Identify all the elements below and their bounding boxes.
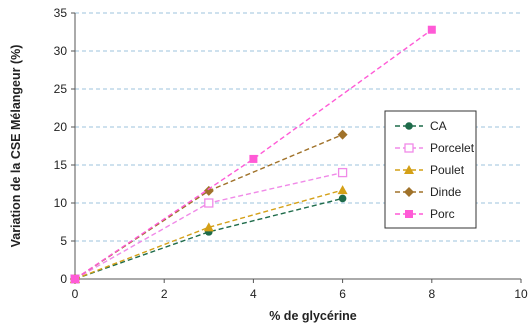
series-ca: [71, 194, 347, 283]
y-tick-label: 25: [54, 82, 68, 96]
y-tick-label: 30: [54, 44, 68, 58]
y-axis-title: Variation de la CSE Mélangeur (%): [9, 45, 23, 248]
legend-label-ca: CA: [430, 119, 447, 133]
x-tick-label: 4: [250, 287, 257, 301]
series-line-porc: [74, 29, 433, 280]
x-tick-label: 10: [514, 287, 528, 301]
tick-labels: 0 5 10 15 20 25 30 35 0 2 4 6 8 10: [54, 6, 528, 301]
legend-item-poulet: Poulet: [395, 163, 465, 177]
x-tick-label: 8: [428, 287, 435, 301]
legend-label-dinde: Dinde: [430, 185, 462, 199]
legend-porcelet-marker: [404, 143, 414, 153]
legend-item-porc: Porc: [395, 207, 455, 221]
legend-label-poulet: Poulet: [430, 163, 465, 177]
legend-item-dinde: Dinde: [395, 185, 462, 199]
series-dinde-marker: [203, 185, 214, 196]
legend-dinde-marker: [404, 187, 414, 197]
series-porcelet-marker: [204, 198, 214, 208]
series-poulet-marker: [203, 222, 214, 232]
legend-porc-marker: [405, 210, 413, 218]
x-axis-title: % de glycérine: [269, 309, 357, 323]
legend-item-ca: CA: [395, 119, 447, 133]
legend-label-porc: Porc: [430, 207, 455, 221]
x-tick-label: 6: [339, 287, 346, 301]
x-tick-label: 0: [72, 287, 79, 301]
legend: CA Porcelet Poulet Dinde Porc: [384, 110, 477, 229]
legend-item-porcelet: Porcelet: [395, 141, 475, 155]
y-tick-label: 0: [60, 272, 67, 286]
series-dinde-marker: [337, 129, 348, 140]
y-tick-label: 5: [60, 234, 67, 248]
legend-poulet-marker: [404, 165, 414, 174]
legend-box: [384, 110, 477, 229]
series-group: [70, 25, 436, 284]
series-porcelet-marker: [337, 167, 348, 178]
series-porc-marker: [249, 154, 258, 163]
series-line-poulet: [74, 189, 343, 280]
series-porc-marker: [427, 25, 436, 34]
series-porc-marker: [71, 275, 79, 283]
y-tick-label: 35: [54, 6, 68, 20]
legend-ca-marker: [405, 122, 413, 130]
y-tick-label: 10: [54, 196, 68, 210]
series-porc: [71, 25, 436, 283]
x-tick-label: 2: [161, 287, 168, 301]
series-poulet-marker: [337, 185, 348, 195]
series-ca-marker: [338, 194, 347, 203]
series-line-ca: [74, 197, 343, 280]
y-tick-label: 20: [54, 120, 68, 134]
y-tick-label: 15: [54, 158, 68, 172]
legend-label-porcelet: Porcelet: [430, 141, 475, 155]
